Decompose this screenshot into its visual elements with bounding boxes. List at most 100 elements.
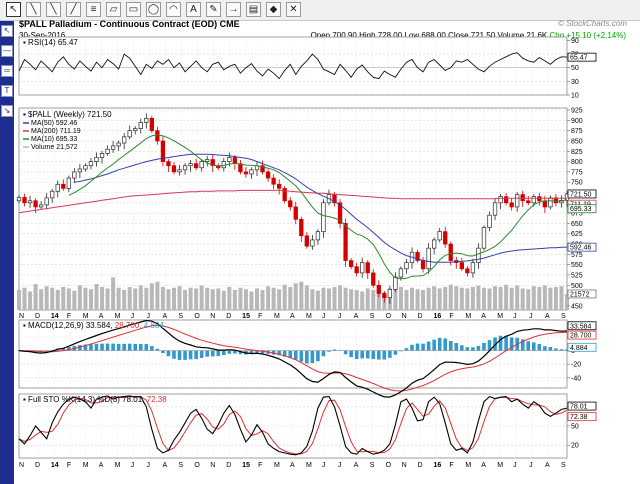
sidebar-line-icon[interactable]: — <box>1 45 13 57</box>
sto-tick-label: 50 <box>571 424 579 431</box>
ohlc-summary: Open 700.90 High 728.00 Low 688.00 Close… <box>311 31 626 40</box>
x-tick-label-bottom: J <box>322 462 326 469</box>
price-tick-label: 775 <box>571 169 583 176</box>
macd-histogram-bar <box>415 343 420 351</box>
candle <box>55 183 60 192</box>
toolbar-line-icon[interactable]: ╲ <box>26 2 41 17</box>
toolbar-delete-icon[interactable]: ✕ <box>286 2 301 17</box>
x-tick-label-bottom: A <box>162 462 167 469</box>
x-tick-label: J <box>322 313 326 320</box>
volume-bar <box>177 286 182 310</box>
price-tick-label: 800 <box>571 159 583 166</box>
x-tick-label: F <box>258 313 262 320</box>
toolbar-arc-icon[interactable]: ◠ <box>166 2 181 17</box>
sidebar-text-icon[interactable]: T <box>1 85 13 97</box>
candle <box>188 163 193 167</box>
candle <box>72 171 77 179</box>
volume-bar <box>266 286 271 310</box>
volume-bar <box>553 286 558 310</box>
macd-histogram-bar <box>188 350 193 360</box>
macd-histogram-bar <box>543 346 547 351</box>
macd-histogram-bar <box>150 346 154 351</box>
x-tick-label-bottom: 16 <box>433 462 441 469</box>
volume-bar <box>33 284 38 310</box>
toolbar-fib-icon[interactable]: ≡ <box>86 2 101 17</box>
toolbar-rect-icon[interactable]: ▭ <box>126 2 141 17</box>
volume-bar <box>105 288 110 310</box>
volume-bar <box>282 284 287 310</box>
macd-current-label: 33.584 <box>570 323 592 330</box>
volume-bar <box>183 289 188 310</box>
chart-title: $PALL Palladium - Continuous Contract (E… <box>19 19 240 29</box>
volume-bar <box>349 289 354 310</box>
volume-current-label: 21572 <box>570 291 590 298</box>
x-tick-label-bottom: M <box>306 462 312 469</box>
high-value: High 728.00 <box>359 31 403 40</box>
x-tick-label-bottom: A <box>545 462 550 469</box>
macd-histogram-bar <box>437 337 442 351</box>
sidebar-hline-icon[interactable]: ═ <box>1 65 13 77</box>
toolbar-callout-icon[interactable]: ▤ <box>246 2 261 17</box>
x-tick-label: F <box>449 313 453 320</box>
candle <box>515 194 520 208</box>
volume-bar <box>238 287 243 310</box>
toolbar-pointer-icon[interactable]: ↖ <box>6 2 21 17</box>
sidebar-pointer-icon[interactable]: ↖ <box>1 25 13 37</box>
x-tick-label-bottom: O <box>386 462 392 469</box>
toolbar-marker-icon[interactable]: ◆ <box>266 2 281 17</box>
macd-histogram-bar <box>183 350 187 360</box>
macd-histogram-bar <box>526 341 531 351</box>
macd-histogram-bar <box>349 350 353 358</box>
toolbar-line-alt-icon[interactable]: ╲ <box>46 2 61 17</box>
macd-histogram-bar <box>155 348 160 351</box>
toolbar-ellipse-icon[interactable]: ◯ <box>146 2 161 17</box>
x-tick-label: S <box>561 313 566 320</box>
price-current-label: 721.50 <box>570 191 592 198</box>
macd-tick-label: -20 <box>571 362 581 369</box>
volume-bar <box>127 286 132 310</box>
macd-histogram-bar <box>388 350 392 358</box>
macd-signal-current-label: 28.700 <box>570 333 592 340</box>
volume-bar <box>288 286 293 310</box>
rsi-tick-label: 50 <box>571 65 579 72</box>
x-tick-label: A <box>99 313 104 320</box>
candle <box>127 130 132 138</box>
volume-bar <box>343 287 348 310</box>
volume-bar <box>443 286 448 310</box>
volume-bar <box>410 287 415 310</box>
candle <box>465 268 470 274</box>
x-tick-label-bottom: J <box>529 462 533 469</box>
volume-bar <box>66 288 71 310</box>
volume-bar <box>221 290 226 310</box>
macd-histogram-bar <box>222 350 226 356</box>
toolbar-channel-icon[interactable]: ▱ <box>106 2 121 17</box>
macd-histogram-bar <box>465 347 470 351</box>
sto-d-current-label-box <box>567 412 597 422</box>
candle <box>459 262 464 270</box>
x-tick-label-bottom: M <box>465 462 471 469</box>
sidebar-arrow-icon[interactable]: ↘ <box>1 105 13 117</box>
toolbar-arrow-icon[interactable]: → <box>226 2 241 17</box>
candle <box>133 128 138 132</box>
ma10-line <box>68 134 568 280</box>
candle <box>277 183 282 189</box>
x-tick-label: S <box>178 313 183 320</box>
macd-histogram-bar <box>111 343 115 351</box>
macd-histogram-bar <box>255 350 259 354</box>
candle <box>122 136 127 144</box>
macd-tick-label: -40 <box>571 375 581 382</box>
candle <box>448 243 453 261</box>
volume-bar <box>371 289 376 310</box>
x-tick-label-bottom: 14 <box>51 462 59 469</box>
x-tick-label-bottom: D <box>226 462 231 469</box>
macd-histogram-bar <box>531 342 536 351</box>
toolbar-annotation-icon[interactable]: ✎ <box>206 2 221 17</box>
macd-histogram-bar <box>410 344 414 351</box>
candle <box>282 188 287 202</box>
candle <box>321 202 326 233</box>
candle <box>83 165 88 170</box>
x-tick-label: J <box>131 313 135 320</box>
toolbar-text-icon[interactable]: A <box>186 2 201 17</box>
toolbar-trend-icon[interactable]: ╱ <box>66 2 81 17</box>
x-tick-label-bottom: D <box>418 462 423 469</box>
